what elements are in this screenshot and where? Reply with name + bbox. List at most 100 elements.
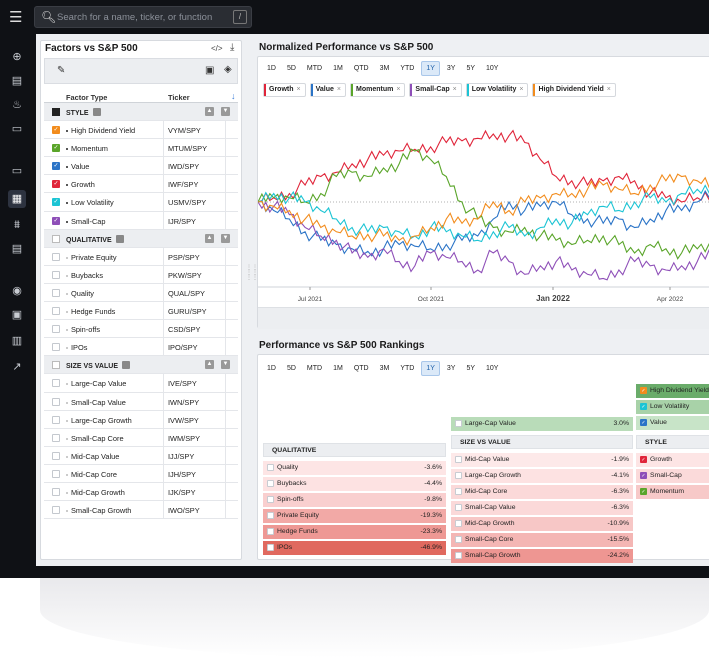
fire-icon[interactable]: ♨	[12, 99, 22, 111]
chart-icon[interactable]: ⩩	[14, 219, 20, 231]
ranking-cell[interactable]: ✓ Momentum	[636, 485, 709, 499]
ranking-checkbox[interactable]	[455, 488, 462, 495]
range-tab-1y[interactable]: 1Y	[421, 361, 440, 376]
factor-row[interactable]: Large-Cap Growth IVW/SPY	[44, 410, 238, 429]
series-chip[interactable]: Low Volatility ×	[465, 83, 529, 97]
range-tab-5d[interactable]: 5D	[286, 65, 296, 72]
factor-checkbox[interactable]	[52, 270, 60, 279]
factor-group-row[interactable]: QUALITATIVE ▲ ▼	[44, 229, 238, 248]
ranking-checkbox[interactable]	[455, 456, 462, 463]
factor-type-header[interactable]: Factor Type	[66, 93, 108, 102]
ranking-checkbox[interactable]: ✓	[640, 472, 647, 479]
range-tab-5y[interactable]: 5Y	[466, 365, 476, 372]
range-tab-3y[interactable]: 3Y	[446, 365, 456, 372]
ranking-cell[interactable]: Large-Cap Growth -4.1%	[451, 469, 633, 483]
series-chip[interactable]: Value ×	[309, 83, 346, 97]
range-tab-1d[interactable]: 1D	[267, 65, 276, 72]
factor-row[interactable]: ✓ High Dividend Yield VYM/SPY	[44, 121, 238, 140]
ranking-checkbox[interactable]	[455, 536, 462, 543]
range-tab-qtd[interactable]: QTD	[353, 365, 369, 372]
factor-row[interactable]: ✓ Small-Cap IJR/SPY	[44, 211, 238, 230]
factor-row[interactable]: Small-Cap Growth IWO/SPY	[44, 501, 238, 520]
factor-row[interactable]: Small-Cap Value IWN/SPY	[44, 392, 238, 411]
ranking-cell[interactable]: Small-Cap Growth -24.2%	[451, 549, 633, 563]
grid-icon[interactable]: ▦	[8, 190, 26, 208]
move-down-icon[interactable]: ▼	[221, 360, 230, 370]
factor-row[interactable]: IPOs IPO/SPY	[44, 338, 238, 357]
series-chip[interactable]: Momentum ×	[349, 83, 406, 97]
range-tab-3m[interactable]: 3M	[379, 65, 390, 72]
ranking-cell[interactable]: Spin-offs -9.8%	[263, 493, 446, 507]
factor-checkbox[interactable]	[52, 487, 60, 496]
monitor-icon[interactable]: ▭	[11, 165, 23, 177]
ranking-cell[interactable]: Large-Cap Value 3.0%	[451, 417, 633, 431]
collapse-icon[interactable]	[92, 108, 101, 116]
ranking-cell[interactable]: Mid-Cap Core -6.3%	[451, 485, 633, 499]
remove-chip-icon[interactable]: ×	[336, 86, 341, 93]
collapse-icon[interactable]	[115, 234, 124, 243]
ranking-checkbox[interactable]	[267, 464, 274, 471]
ranking-checkbox[interactable]: ✓	[640, 387, 647, 394]
ranking-cell[interactable]: Small-Cap Core -15.5%	[451, 533, 633, 547]
ticker-header[interactable]: Ticker	[168, 93, 190, 102]
series-chip[interactable]: Growth ×	[263, 83, 306, 97]
ranking-cell[interactable]: ✓ Low Volatility	[636, 400, 709, 414]
factor-row[interactable]: Mid-Cap Value IJJ/SPY	[44, 446, 238, 465]
range-tab-1m[interactable]: 1M	[333, 65, 343, 72]
range-tab-5d[interactable]: 5D	[286, 365, 296, 372]
factor-row[interactable]: ✓ Growth IWF/SPY	[44, 175, 238, 194]
ranking-checkbox[interactable]	[267, 480, 274, 487]
menu-icon[interactable]: ☰	[9, 9, 23, 26]
factor-group-row[interactable]: SIZE VS VALUE ▲ ▼	[44, 356, 238, 375]
factor-checkbox[interactable]	[52, 379, 60, 388]
news-icon[interactable]: ▤	[11, 75, 23, 87]
range-tab-ytd[interactable]: YTD	[400, 365, 415, 372]
factor-row[interactable]: Spin-offs CSD/SPY	[44, 320, 238, 339]
range-tab-3y[interactable]: 3Y	[446, 65, 456, 72]
range-tab-1y[interactable]: 1Y	[421, 61, 440, 76]
factor-row[interactable]: Quality QUAL/SPY	[44, 283, 238, 303]
factor-checkbox[interactable]: ✓	[52, 144, 60, 153]
factor-checkbox[interactable]	[52, 451, 60, 460]
factor-row[interactable]: ✓ Momentum MTUM/SPY	[44, 139, 238, 158]
factor-row[interactable]: ✓ Value IWD/SPY	[44, 157, 238, 176]
factor-checkbox[interactable]	[52, 415, 60, 424]
ranking-checkbox[interactable]	[455, 420, 462, 427]
factor-checkbox[interactable]	[52, 433, 60, 442]
ranking-checkbox[interactable]	[455, 472, 462, 479]
search-input[interactable]	[57, 9, 227, 25]
range-tab-10y[interactable]: 10Y	[486, 65, 499, 72]
edit-icon[interactable]: ✎	[57, 65, 66, 76]
report-icon[interactable]: ▣	[11, 309, 23, 321]
camera-icon[interactable]: ◉	[12, 285, 22, 297]
cards-icon[interactable]: ▭	[11, 123, 23, 135]
search-box[interactable]: 🔍︎ /	[34, 6, 252, 28]
range-tab-mtd[interactable]: MTD	[306, 365, 323, 372]
remove-chip-icon[interactable]: ×	[452, 86, 457, 93]
ranking-cell[interactable]: ✓ Value	[636, 416, 709, 430]
move-up-icon[interactable]: ▲	[205, 107, 214, 116]
factor-checkbox[interactable]: ✓	[52, 180, 60, 189]
ranking-cell[interactable]: Buybacks -4.4%	[263, 477, 446, 491]
ranking-cell[interactable]: ✓ High Dividend Yield	[636, 384, 709, 398]
factor-checkbox[interactable]	[52, 288, 60, 297]
ranking-cell[interactable]: ✓ Small-Cap	[636, 469, 709, 483]
ranking-checkbox[interactable]: ✓	[640, 403, 647, 410]
ranking-checkbox[interactable]	[455, 552, 462, 559]
move-down-icon[interactable]: ▼	[221, 107, 230, 116]
factor-row[interactable]: Large-Cap Value IVE/SPY	[44, 374, 238, 393]
series-line-high-dividend-yield[interactable]	[258, 173, 709, 247]
factor-checkbox[interactable]	[52, 469, 60, 478]
series-line-small-cap[interactable]	[258, 200, 709, 281]
factor-checkbox[interactable]	[52, 506, 60, 515]
group-checkbox[interactable]	[52, 361, 60, 370]
move-up-icon[interactable]: ▲	[205, 233, 214, 243]
trend-icon[interactable]: ↗	[12, 361, 22, 373]
range-tab-10y[interactable]: 10Y	[486, 365, 499, 372]
ranking-checkbox[interactable]	[455, 504, 462, 511]
remove-chip-icon[interactable]: ×	[606, 86, 611, 93]
factor-row[interactable]: Mid-Cap Core IJH/SPY	[44, 464, 238, 483]
range-tab-mtd[interactable]: MTD	[306, 65, 323, 72]
document-icon[interactable]: ▤	[11, 243, 23, 255]
series-line-growth[interactable]	[258, 129, 709, 207]
